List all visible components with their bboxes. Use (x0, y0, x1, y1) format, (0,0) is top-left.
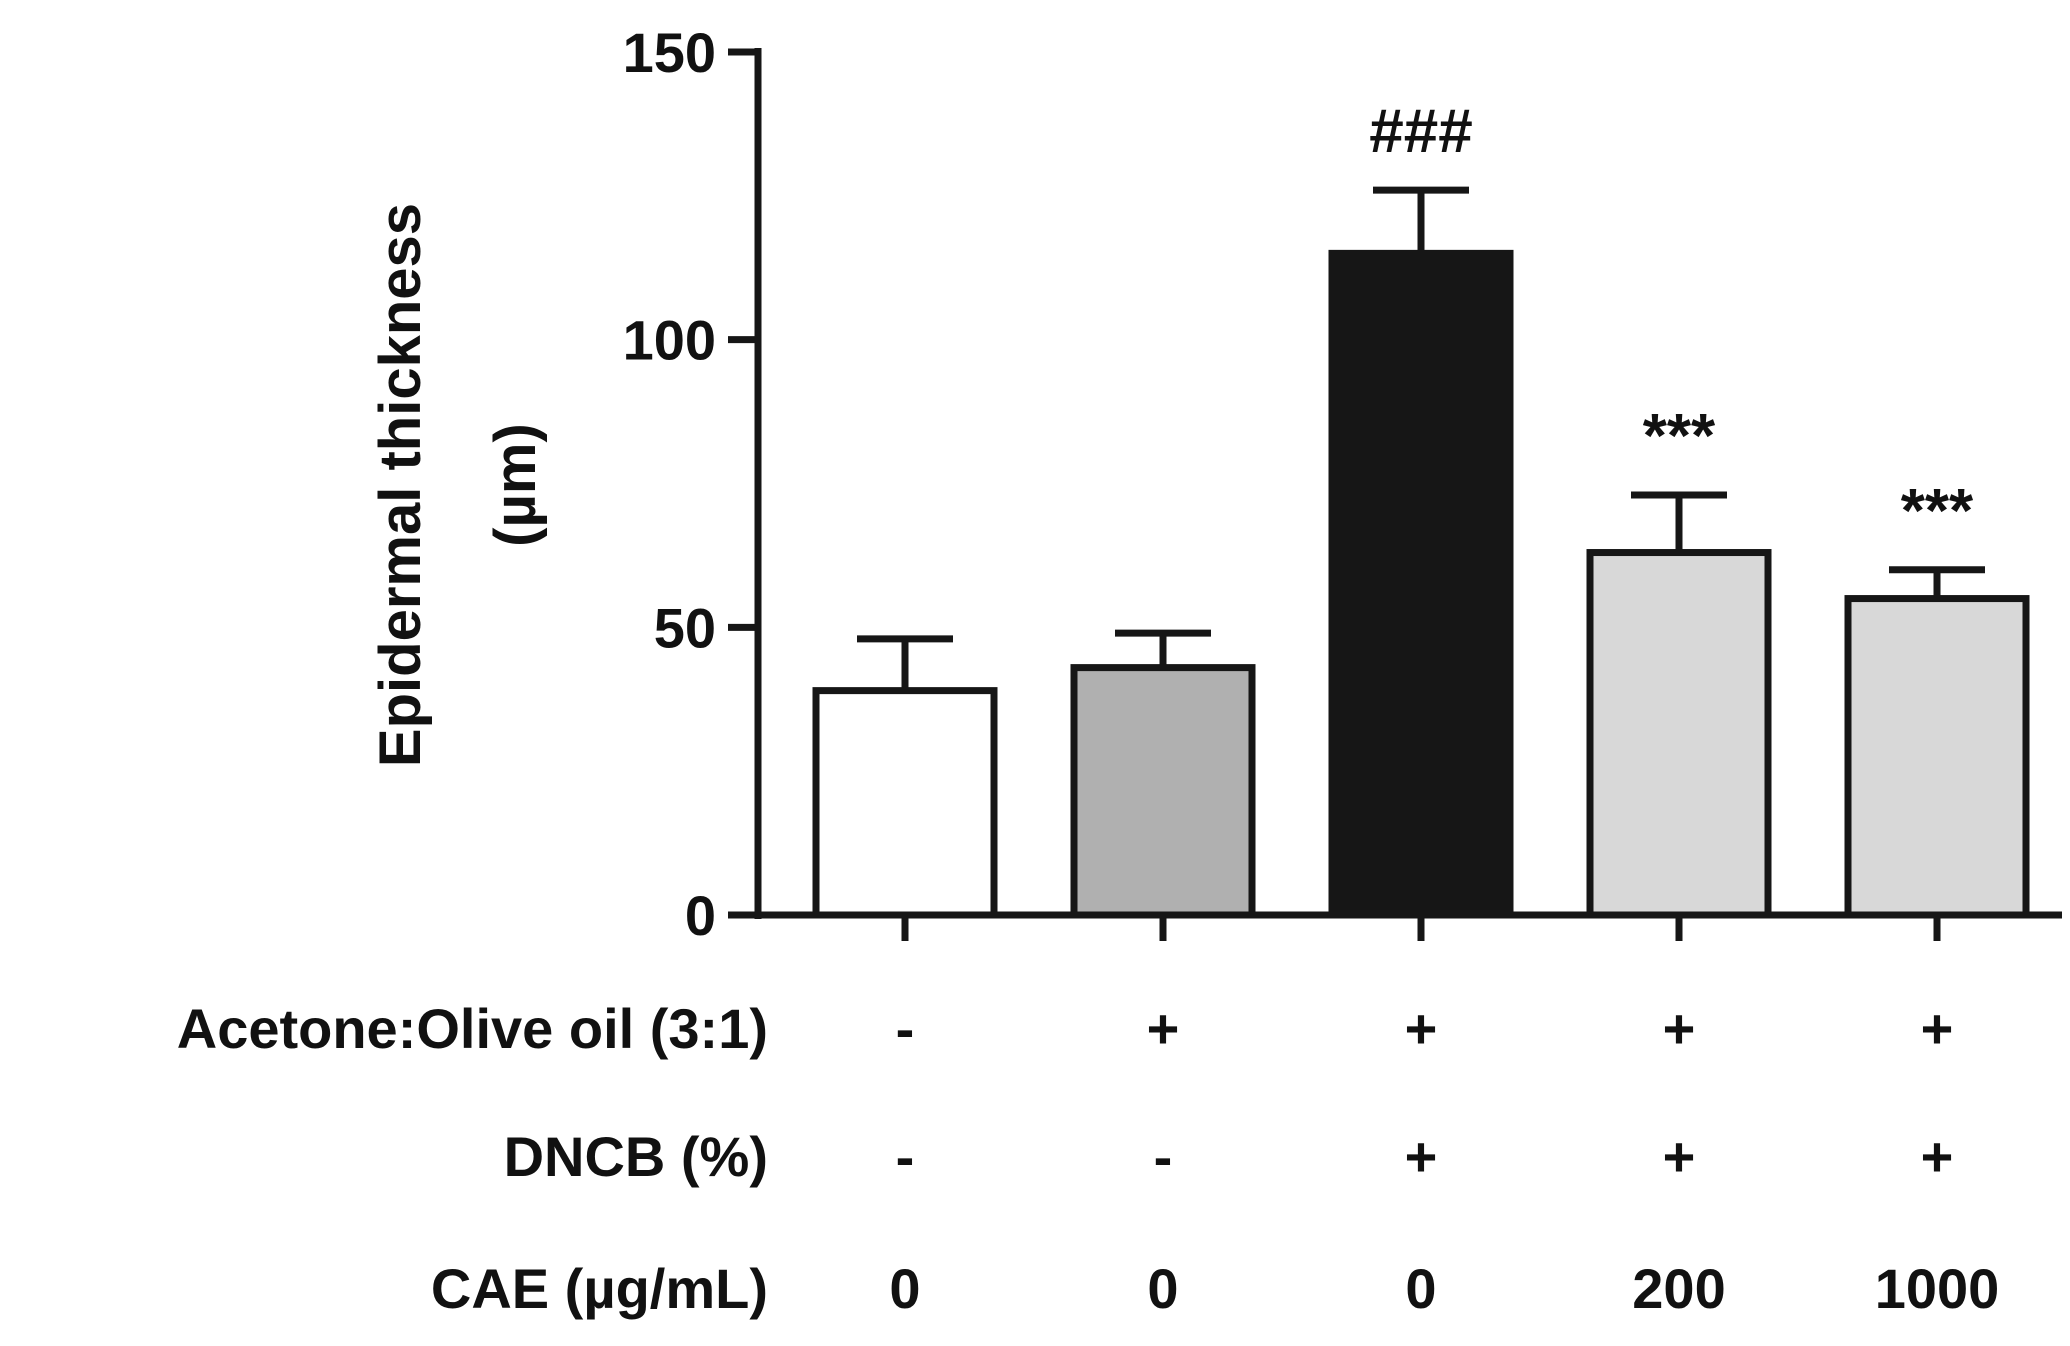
treatment-cell-1-4: + (1663, 997, 1696, 1060)
y-tick-label-2: 50 (654, 596, 716, 659)
treatment-cell-2-2: - (1154, 1125, 1173, 1188)
significance-label-3: ### (1369, 97, 1472, 166)
treatment-row-label-3: CAE (µg/mL) (431, 1257, 768, 1320)
treatment-cell-1-1: - (896, 997, 915, 1060)
treatment-cell-3-2: 0 (1147, 1257, 1178, 1320)
labels-layer: Epidermal thickness (µm) (368, 203, 548, 767)
y-tick-label-4: 150 (623, 21, 716, 84)
treatment-table: Acetone:Olive oil (3:1) - + + + + DNCB (%) - - + +… (177, 997, 2000, 1320)
bars-layer: ### *** *** (812, 97, 2030, 919)
treatment-cell-3-4: 200 (1632, 1257, 1725, 1320)
treatment-row-label-2: DNCB (%) (504, 1125, 768, 1188)
bar-3 (1328, 249, 1514, 919)
treatment-cell-2-5: + (1921, 1125, 1954, 1188)
significance-label-5: *** (1901, 477, 1974, 546)
treatment-cell-3-3: 0 (1405, 1257, 1436, 1320)
bar-1 (812, 687, 998, 919)
treatment-cell-1-5: + (1921, 997, 1954, 1060)
bar-4 (1586, 549, 1772, 919)
treatment-cell-1-2: + (1147, 997, 1180, 1060)
treatment-cell-3-1: 0 (889, 1257, 920, 1320)
treatment-cell-3-5: 1000 (1875, 1257, 2000, 1320)
treatment-row-label-1: Acetone:Olive oil (3:1) (177, 997, 768, 1060)
y-axis-unit-label: (µm) (483, 423, 548, 547)
axes-layer: 0 50 100 150 (623, 21, 2062, 947)
treatment-cell-2-1: - (896, 1125, 915, 1188)
y-axis-label: Epidermal thickness (368, 203, 433, 767)
y-tick-label-1: 0 (685, 884, 716, 947)
bar-2 (1070, 664, 1256, 919)
significance-label-4: *** (1643, 402, 1716, 471)
treatment-cell-2-3: + (1405, 1125, 1438, 1188)
y-tick-label-3: 100 (623, 309, 716, 372)
treatment-cell-1-3: + (1405, 997, 1438, 1060)
bar-5 (1844, 595, 2030, 919)
treatment-cell-2-4: + (1663, 1125, 1696, 1188)
